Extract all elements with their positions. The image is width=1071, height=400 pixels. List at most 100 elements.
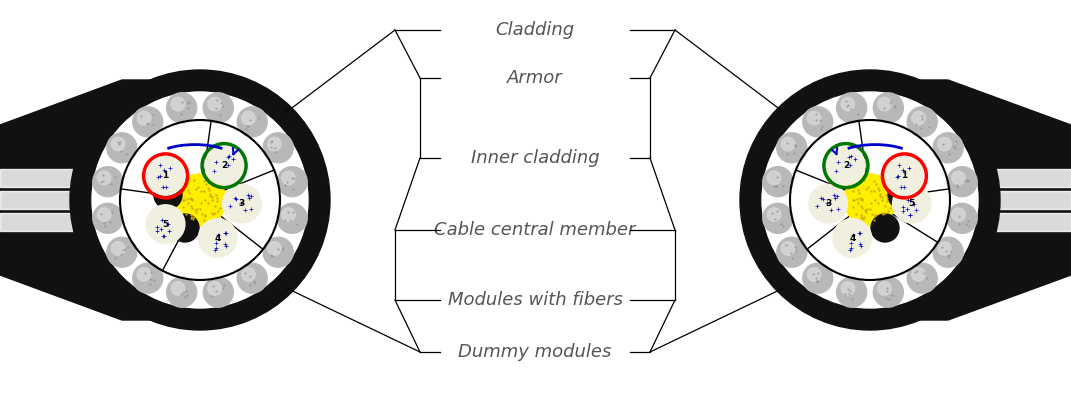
Text: Armor: Armor [508, 69, 563, 87]
Circle shape [767, 208, 781, 221]
Circle shape [873, 277, 903, 307]
Circle shape [836, 93, 866, 123]
Circle shape [93, 167, 123, 197]
Circle shape [947, 167, 977, 197]
Circle shape [268, 242, 282, 255]
Circle shape [277, 203, 307, 233]
Circle shape [146, 156, 185, 196]
Circle shape [242, 268, 255, 281]
Circle shape [844, 174, 896, 226]
Circle shape [263, 237, 293, 267]
Circle shape [763, 167, 793, 197]
Circle shape [878, 282, 891, 295]
Circle shape [782, 137, 795, 151]
Circle shape [803, 263, 833, 293]
Circle shape [933, 237, 963, 267]
Circle shape [808, 268, 820, 281]
Circle shape [222, 184, 261, 224]
Text: 2: 2 [221, 161, 227, 170]
Circle shape [203, 93, 233, 123]
Circle shape [763, 203, 793, 233]
Circle shape [933, 133, 963, 163]
Circle shape [832, 218, 872, 258]
Text: Inner cladding: Inner cladding [470, 149, 600, 167]
Circle shape [93, 203, 123, 233]
Text: 4: 4 [849, 234, 856, 242]
Circle shape [107, 133, 137, 163]
Circle shape [277, 167, 307, 197]
Text: Dummy modules: Dummy modules [458, 343, 612, 361]
Circle shape [907, 263, 937, 293]
Circle shape [873, 93, 903, 123]
Circle shape [907, 107, 937, 137]
Circle shape [841, 97, 855, 111]
Circle shape [885, 156, 924, 196]
Text: 1: 1 [902, 172, 907, 180]
Circle shape [911, 268, 925, 281]
Circle shape [782, 242, 795, 255]
Text: 1: 1 [163, 172, 169, 180]
Circle shape [171, 282, 184, 295]
Text: Modules with fibers: Modules with fibers [448, 291, 622, 309]
Circle shape [154, 181, 182, 209]
Circle shape [208, 97, 222, 111]
Text: 3: 3 [239, 199, 245, 208]
Text: 5: 5 [163, 220, 169, 228]
Circle shape [111, 137, 125, 151]
Circle shape [107, 237, 137, 267]
Circle shape [836, 277, 866, 307]
Circle shape [242, 111, 255, 125]
Circle shape [92, 92, 308, 308]
Text: 3: 3 [825, 199, 831, 208]
Circle shape [198, 218, 238, 258]
Circle shape [888, 181, 916, 209]
Text: Cable central member: Cable central member [435, 221, 636, 239]
Circle shape [871, 214, 899, 242]
Text: 2: 2 [843, 161, 849, 170]
Polygon shape [909, 80, 1071, 320]
Circle shape [237, 263, 268, 293]
Circle shape [892, 184, 932, 224]
Circle shape [282, 171, 296, 185]
Circle shape [133, 263, 163, 293]
Circle shape [137, 268, 151, 281]
Circle shape [237, 107, 268, 137]
Circle shape [952, 208, 965, 221]
Circle shape [911, 111, 925, 125]
Circle shape [70, 70, 330, 330]
Circle shape [167, 277, 197, 307]
Circle shape [137, 111, 151, 125]
Circle shape [947, 203, 977, 233]
Circle shape [167, 93, 197, 123]
Circle shape [205, 146, 244, 186]
Circle shape [740, 70, 1000, 330]
Circle shape [809, 184, 848, 224]
Circle shape [937, 242, 951, 255]
Circle shape [146, 204, 185, 244]
Text: 4: 4 [214, 234, 221, 242]
Circle shape [282, 208, 296, 221]
Circle shape [111, 242, 125, 255]
Circle shape [97, 171, 110, 185]
Circle shape [174, 174, 226, 226]
Circle shape [133, 107, 163, 137]
Circle shape [171, 97, 184, 111]
Circle shape [767, 171, 781, 185]
Circle shape [268, 137, 282, 151]
Circle shape [171, 214, 199, 242]
Circle shape [776, 133, 806, 163]
Circle shape [826, 146, 866, 186]
Circle shape [761, 92, 978, 308]
Circle shape [263, 133, 293, 163]
Text: 5: 5 [908, 199, 915, 208]
Circle shape [952, 171, 965, 185]
Circle shape [803, 107, 833, 137]
Circle shape [208, 282, 222, 295]
Circle shape [776, 237, 806, 267]
Circle shape [937, 137, 951, 151]
Polygon shape [0, 80, 161, 320]
Text: Cladding: Cladding [496, 21, 574, 39]
Circle shape [841, 282, 855, 295]
Circle shape [878, 97, 891, 111]
Circle shape [203, 277, 233, 307]
